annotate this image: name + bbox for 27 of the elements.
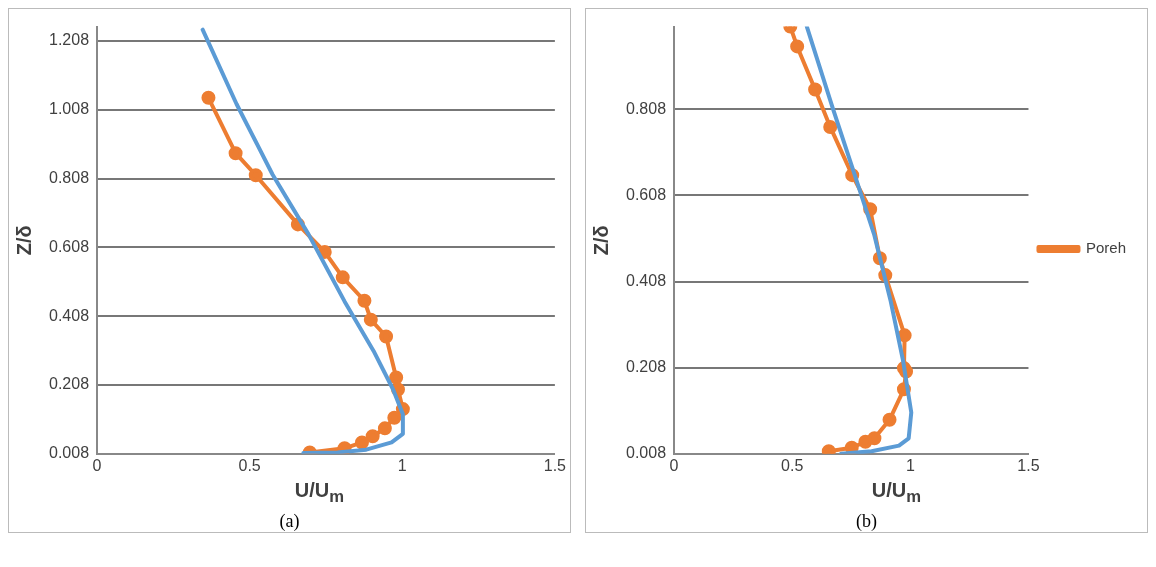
- text: (b): [855, 511, 878, 532]
- y-tick-label: 0.608: [625, 185, 667, 203]
- y-tick-label: 1.008: [48, 100, 90, 118]
- x-tick-label: 0: [669, 456, 679, 474]
- y-tick-label: 0.608: [48, 237, 90, 255]
- y-tick-label: 1.208: [48, 31, 90, 49]
- x-tick-label: 1: [905, 456, 915, 474]
- y-tick-label: 0.008: [625, 444, 667, 462]
- y-tick-label: 0.808: [48, 169, 90, 187]
- x-tick-label: 1.5: [543, 456, 567, 474]
- legend-label: Poreh: [1085, 239, 1126, 257]
- y-tick-label: 0.408: [48, 306, 90, 324]
- y-tick-label: 0.808: [625, 99, 667, 117]
- x-tick-label: 0: [92, 456, 102, 474]
- x-axis-title: U/U$_{m}$: [870, 479, 923, 507]
- y-axis-title: Z/δ: [12, 225, 35, 256]
- y-tick-label: 0.008: [48, 444, 90, 462]
- y-tick-label: 0.208: [48, 375, 90, 393]
- x-tick-label: 1.5: [1017, 456, 1040, 474]
- y-tick-label: 0.408: [625, 271, 667, 289]
- x-tick-label: 0.5: [781, 456, 804, 474]
- y-axis-title: Z/δ: [589, 225, 612, 256]
- y-tick-label: 0.208: [625, 358, 667, 376]
- text: (a): [278, 511, 301, 532]
- x-axis-title: U/U$_{m}$: [293, 479, 346, 507]
- x-tick-label: 0.5: [238, 456, 261, 474]
- x-tick-label: 1: [397, 456, 407, 474]
